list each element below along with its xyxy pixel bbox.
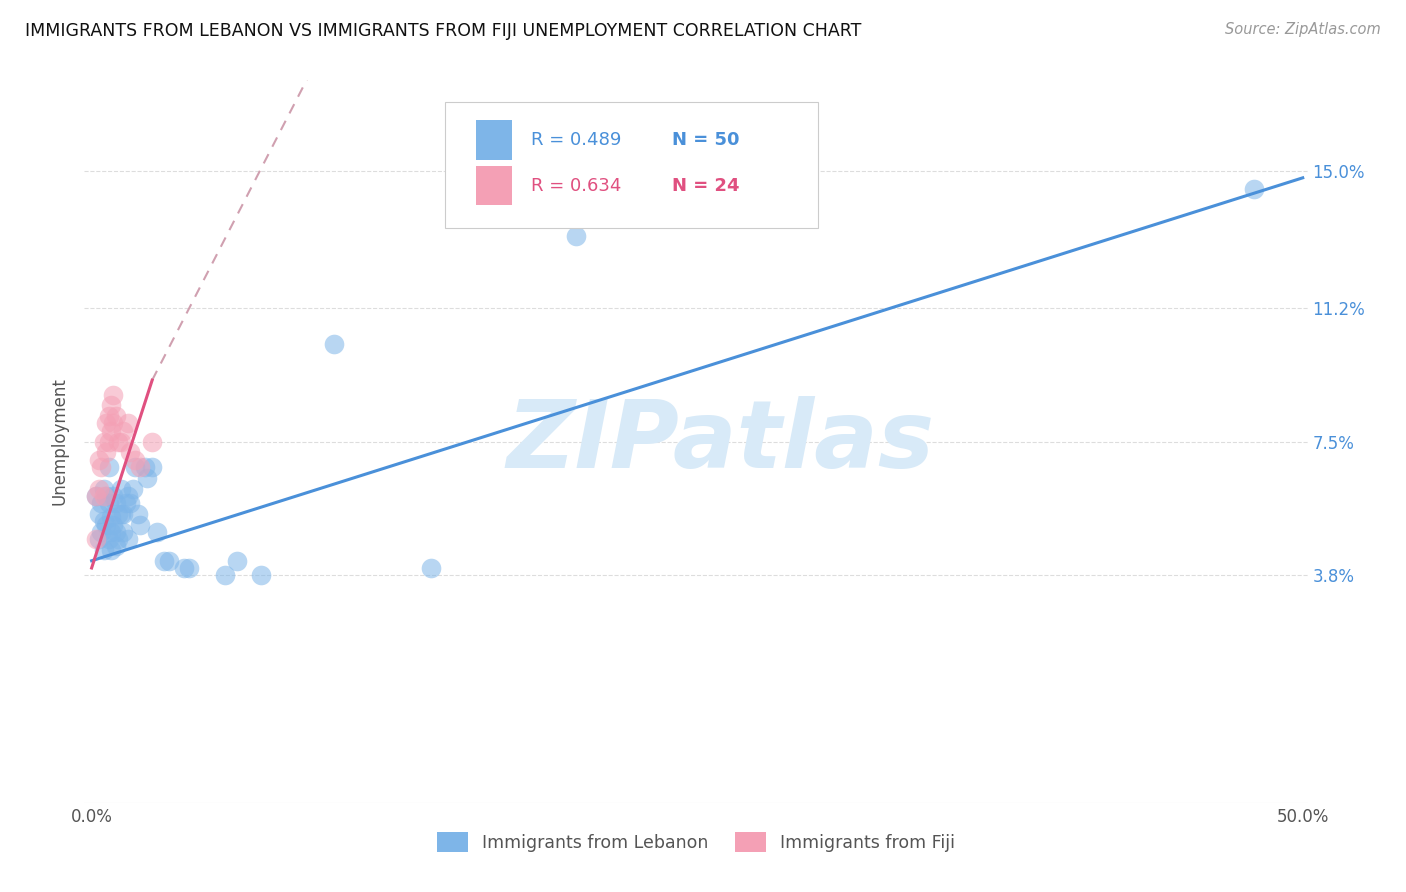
Point <box>96 489 118 503</box>
Point <box>117 532 139 546</box>
Point <box>93 489 115 503</box>
FancyBboxPatch shape <box>446 102 818 228</box>
Point <box>86 489 108 503</box>
Point <box>112 524 135 539</box>
Point <box>250 568 273 582</box>
Point <box>90 496 112 510</box>
Text: Source: ZipAtlas.com: Source: ZipAtlas.com <box>1225 22 1381 37</box>
Point <box>107 507 129 521</box>
Point <box>419 561 441 575</box>
Point <box>104 496 127 510</box>
Point <box>1243 182 1265 196</box>
Point <box>97 532 120 546</box>
Point <box>120 496 142 510</box>
FancyBboxPatch shape <box>475 166 513 205</box>
Point <box>134 459 156 474</box>
Point <box>103 489 125 503</box>
Point <box>146 524 169 539</box>
Point <box>103 387 125 401</box>
Point <box>87 482 110 496</box>
Point <box>177 561 200 575</box>
Point <box>100 424 122 438</box>
Point <box>103 417 125 431</box>
Point <box>141 459 163 474</box>
Point <box>100 542 122 557</box>
Point <box>124 452 146 467</box>
Point <box>97 434 120 449</box>
Point <box>97 496 120 510</box>
Point <box>93 514 115 528</box>
Point <box>104 539 127 553</box>
Point <box>97 459 120 474</box>
Point <box>100 524 122 539</box>
Point <box>127 507 149 521</box>
Point <box>87 452 110 467</box>
Point <box>112 424 135 438</box>
Point <box>100 510 122 524</box>
Point <box>136 470 159 484</box>
Point <box>96 445 118 459</box>
Point <box>322 337 344 351</box>
Point <box>90 524 112 539</box>
Point <box>97 409 120 424</box>
Text: R = 0.634: R = 0.634 <box>531 178 621 195</box>
Point <box>96 417 118 431</box>
Text: N = 50: N = 50 <box>672 131 740 149</box>
Text: R = 0.489: R = 0.489 <box>531 131 621 149</box>
Point <box>107 532 129 546</box>
FancyBboxPatch shape <box>475 120 513 160</box>
Point <box>96 517 118 532</box>
Point <box>104 524 127 539</box>
Point <box>86 489 108 503</box>
Legend: Immigrants from Lebanon, Immigrants from Fiji: Immigrants from Lebanon, Immigrants from… <box>430 825 962 859</box>
Point <box>110 434 132 449</box>
Point <box>87 507 110 521</box>
Point <box>93 434 115 449</box>
Y-axis label: Unemployment: Unemployment <box>51 377 69 506</box>
Point <box>141 434 163 449</box>
Point <box>120 445 142 459</box>
Point <box>86 532 108 546</box>
Point <box>93 542 115 557</box>
Text: IMMIGRANTS FROM LEBANON VS IMMIGRANTS FROM FIJI UNEMPLOYMENT CORRELATION CHART: IMMIGRANTS FROM LEBANON VS IMMIGRANTS FR… <box>25 22 862 40</box>
Point <box>110 482 132 496</box>
Point <box>103 517 125 532</box>
Point <box>87 532 110 546</box>
Point <box>112 507 135 521</box>
Point <box>153 554 176 568</box>
Point <box>93 482 115 496</box>
Point <box>110 507 132 521</box>
Point <box>107 434 129 449</box>
Point <box>565 228 588 243</box>
Point <box>117 417 139 431</box>
Text: N = 24: N = 24 <box>672 178 740 195</box>
Point <box>124 459 146 474</box>
Point <box>121 482 143 496</box>
Point <box>157 554 180 568</box>
Point <box>100 398 122 412</box>
Point <box>117 489 139 503</box>
Point <box>173 561 195 575</box>
Point <box>104 409 127 424</box>
Point <box>129 517 152 532</box>
Point <box>226 554 249 568</box>
Point <box>214 568 236 582</box>
Point <box>129 459 152 474</box>
Point <box>114 496 136 510</box>
Text: ZIPatlas: ZIPatlas <box>506 395 935 488</box>
Point <box>90 459 112 474</box>
